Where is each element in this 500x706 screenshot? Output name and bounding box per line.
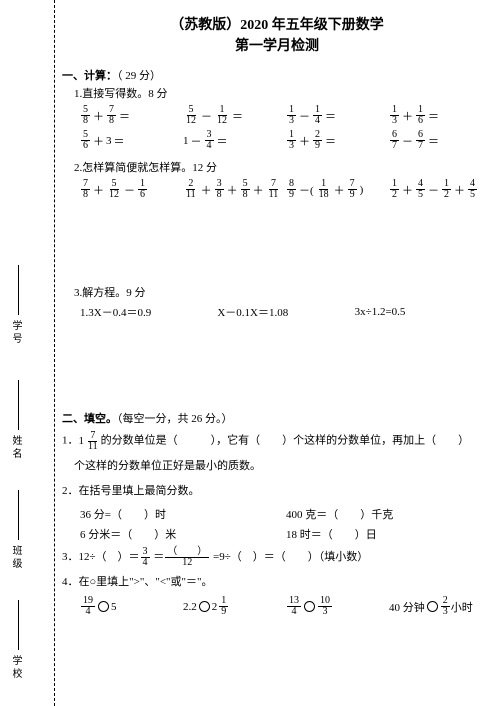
side-line bbox=[18, 490, 19, 540]
sec1-points: （ 29 分） bbox=[117, 70, 161, 82]
doc-title-2: 第一学月检测 bbox=[62, 36, 492, 57]
side-line bbox=[18, 600, 19, 650]
doc-title-1: （苏教版）2020 年五年级下册数学 bbox=[62, 15, 492, 36]
side-label-name: 姓名 bbox=[8, 435, 23, 461]
calc-row-2: 56＋3＝ 1－34＝ 13＋29＝ 67－67＝ bbox=[80, 130, 492, 151]
sec2-title: 二、填空。 bbox=[62, 413, 117, 425]
sec1-title: 一、计算： bbox=[62, 70, 117, 82]
q2-1: 1．1711的分数单位是（ ），它有（ ）个这样的分数单位，再加上（ ） bbox=[62, 431, 492, 452]
q2-2: 2．在括号里填上最简分数。 bbox=[62, 482, 492, 502]
section-1-head: 一、计算：（ 29 分） bbox=[62, 67, 492, 83]
side-label-id: 学号 bbox=[8, 320, 23, 346]
q2-1b: 个这样的分数单位正好是最小的质数。 bbox=[74, 457, 492, 477]
q2-2-r1: 36 分=（ ）时 400 克＝（ ）千克 bbox=[80, 506, 492, 522]
q2-3: 3．12÷（ ）＝34 ＝（ ）12 =9÷（ ）＝（ ）（填小数） bbox=[62, 547, 492, 568]
calc-row-1: 58＋78＝ 512－112＝ 13－14＝ 13＋16＝ bbox=[80, 105, 492, 126]
q2-label: 2.怎样算简便就怎样算。12 分 bbox=[74, 159, 492, 175]
side-label-class: 班级 bbox=[8, 545, 23, 571]
q2-4: 4．在○里填上">"、"<"或"＝"。 bbox=[62, 573, 492, 593]
q3-label: 3.解方程。9 分 bbox=[74, 284, 492, 300]
q1-label: 1.直接写得数。8 分 bbox=[74, 85, 492, 101]
calc-row-3: 78＋512－16 211＋38＋58＋711 89－(118＋79) 12＋4… bbox=[80, 179, 492, 200]
side-label-school: 学校 bbox=[8, 655, 23, 681]
sec2-points: （每空一分，共 26 分。） bbox=[117, 413, 233, 425]
eq-row: 1.3X－0.4＝0.9 X－0.1X＝1.08 3x÷1.2=0.5 bbox=[80, 304, 492, 320]
side-line bbox=[18, 380, 19, 430]
side-line bbox=[18, 265, 19, 315]
section-2-head: 二、填空。（每空一分，共 26 分。） bbox=[62, 410, 492, 426]
q2-2-r2: 6 分米＝（ ）米 18 时＝（ ）日 bbox=[80, 526, 492, 542]
q2-4-row: 1945 2.2219 134103 40 分钟23小时 bbox=[80, 596, 492, 617]
